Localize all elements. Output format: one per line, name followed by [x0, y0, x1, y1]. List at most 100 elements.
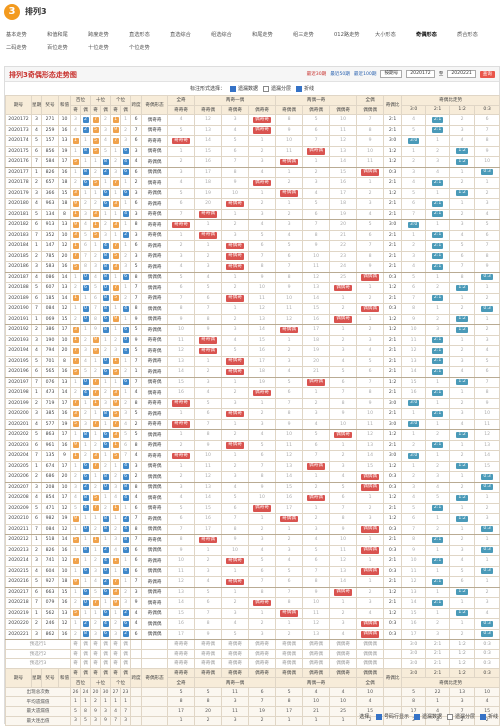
preselect-cell[interactable]: 偶奇奇 — [248, 639, 277, 650]
nav-link[interactable]: 直选形态 — [129, 32, 150, 38]
preselect-cell[interactable]: 奇 — [90, 648, 102, 660]
hit-cell: 奇偶奇 — [221, 355, 250, 367]
preselect-cell[interactable]: 奇偶奇 — [221, 648, 250, 660]
header-cell: 偶 — [100, 667, 112, 679]
cell — [383, 648, 403, 660]
preselect-cell[interactable]: 偶偶奇 — [329, 658, 358, 669]
preselect-cell[interactable]: 偶偶偶 — [356, 648, 385, 660]
preselect-cell[interactable]: 奇 — [90, 639, 102, 650]
nav-link[interactable]: 直选综合 — [170, 32, 191, 38]
nav-link[interactable]: 个位走势 — [129, 45, 150, 51]
checkbox[interactable] — [375, 713, 382, 720]
checkbox[interactable] — [296, 85, 303, 92]
nav-link[interactable]: 质合形态 — [457, 32, 478, 38]
hit-cell: 4 — [79, 502, 92, 514]
nav-link[interactable]: 跨度走势 — [88, 32, 109, 38]
from-input[interactable]: 2020172 — [406, 70, 435, 78]
preselect-cell[interactable]: 3:0 — [401, 648, 427, 660]
preselect-cell[interactable]: 2:1 — [425, 658, 451, 669]
preselect-cell[interactable]: 奇奇奇 — [167, 648, 196, 660]
preselect-cell[interactable]: 偶 — [79, 648, 92, 660]
preselect-cell[interactable]: 偶奇偶 — [302, 648, 331, 660]
preselect-cell[interactable]: 偶偶偶 — [356, 658, 385, 669]
range-link[interactable]: 最近100期 — [353, 72, 377, 77]
preselect-cell[interactable]: 偶 — [120, 658, 132, 669]
preselect-cell[interactable]: 奇奇奇 — [167, 639, 196, 650]
preselect-cell[interactable]: 1:2 — [449, 639, 476, 650]
preselect-cell[interactable]: 偶 — [79, 658, 92, 669]
hit-value: 2:1 — [431, 557, 444, 564]
preselect-cell[interactable]: 奇 — [70, 648, 81, 660]
preselect-cell[interactable]: 2:1 — [425, 639, 451, 650]
preselect-cell[interactable]: 奇 — [110, 648, 122, 660]
nav-link[interactable]: 和值和尾 — [47, 32, 68, 38]
range-link[interactable]: 最近50期 — [330, 72, 350, 77]
cell: 6 — [194, 408, 223, 420]
preselect-cell[interactable]: 偶偶奇 — [329, 639, 358, 650]
preselect-cell[interactable]: 奇偶奇 — [221, 639, 250, 650]
nav-link[interactable]: 十位走势 — [88, 45, 109, 51]
header-cell: 1:2 — [449, 104, 476, 115]
nav-link[interactable]: 奇偶形态 — [416, 32, 437, 38]
nav-link[interactable]: 012路走势 — [334, 32, 360, 38]
nav-link[interactable]: 组选综合 — [211, 32, 232, 38]
preselect-cell[interactable]: 偶奇奇 — [248, 648, 277, 660]
query-button[interactable]: 查询 — [479, 70, 495, 78]
preselect-row: 预选行1 奇偶奇偶奇偶奇奇奇 奇奇偶 奇偶奇 偶奇奇 奇偶偶 偶奇偶 偶偶奇 偶偶偶 3:0 2:1… — [5, 639, 501, 650]
nav-link[interactable]: 大小形态 — [375, 32, 396, 38]
to-input[interactable]: 2020221 — [447, 70, 476, 78]
preselect-cell[interactable]: 奇 — [110, 658, 122, 669]
preselect-cell[interactable]: 奇 — [70, 658, 81, 669]
preselect-cell[interactable]: 2:1 — [425, 648, 451, 660]
preselect-cell[interactable]: 偶 — [120, 648, 132, 660]
preselect-cell[interactable]: 奇偶偶 — [275, 639, 304, 650]
preselect-cell[interactable]: 奇 — [70, 639, 81, 650]
cell: 2 — [248, 198, 277, 210]
checkbox[interactable] — [446, 713, 453, 720]
preselect-cell[interactable]: 偶 — [120, 639, 132, 650]
preselect-cell[interactable]: 偶奇偶 — [302, 658, 331, 669]
preselect-cell[interactable]: 偶奇偶 — [302, 639, 331, 650]
checkbox[interactable] — [479, 713, 486, 720]
preselect-cell[interactable]: 奇奇偶 — [194, 639, 223, 650]
preselect-cell[interactable]: 偶奇奇 — [248, 658, 277, 669]
preselect-cell[interactable]: 偶 — [79, 639, 92, 650]
select[interactable]: 按期号 — [380, 70, 403, 78]
preselect-cell[interactable]: 偶偶奇 — [329, 648, 358, 660]
preselect-cell[interactable]: 偶 — [100, 648, 112, 660]
preselect-cell[interactable]: 奇偶奇 — [221, 658, 250, 669]
preselect-cell[interactable]: 奇奇奇 — [167, 658, 196, 669]
nav-link[interactable]: 百位走势 — [47, 45, 68, 51]
preselect-cell[interactable]: 奇 — [110, 639, 122, 650]
preselect-cell[interactable]: 奇 — [90, 658, 102, 669]
range-link[interactable]: 最近30期 — [306, 72, 327, 77]
nav-link[interactable]: 基本走势 — [6, 32, 27, 38]
cell: 2:1 — [383, 555, 403, 567]
preselect-cell[interactable]: 偶 — [100, 658, 112, 669]
preselect-cell[interactable]: 0:3 — [474, 639, 501, 650]
preselect-cell[interactable]: 奇奇偶 — [194, 648, 223, 660]
checkbox[interactable] — [413, 713, 420, 720]
cell: 2020201 — [5, 418, 32, 430]
preselect-cell[interactable]: 偶偶偶 — [356, 639, 385, 650]
checkbox[interactable] — [263, 85, 269, 92]
hit-cell: 1 — [70, 208, 81, 220]
logo[interactable]: 3 — [4, 4, 20, 20]
preselect-cell[interactable]: 奇奇偶 — [194, 658, 223, 669]
nav-link[interactable]: 二码走势 — [6, 45, 27, 51]
preselect-cell[interactable]: 1:2 — [449, 648, 476, 660]
cell: 4 — [248, 219, 277, 231]
preselect-cell[interactable]: 0:3 — [474, 648, 501, 660]
hit-value: 4 — [82, 389, 89, 396]
preselect-cell[interactable]: 奇偶偶 — [275, 658, 304, 669]
preselect-cell[interactable]: 偶 — [100, 639, 112, 650]
preselect-cell[interactable]: 1:2 — [449, 658, 476, 669]
preselect-cell[interactable]: 0:3 — [474, 658, 501, 669]
cell: 1 — [90, 513, 102, 525]
nav-link[interactable]: 和尾走势 — [252, 32, 273, 38]
preselect-cell[interactable]: 奇偶偶 — [275, 648, 304, 660]
preselect-cell[interactable]: 3:0 — [401, 639, 427, 650]
preselect-cell[interactable]: 3:0 — [401, 658, 427, 669]
checkbox[interactable] — [229, 85, 236, 92]
nav-link[interactable]: 组三走势 — [293, 32, 314, 38]
